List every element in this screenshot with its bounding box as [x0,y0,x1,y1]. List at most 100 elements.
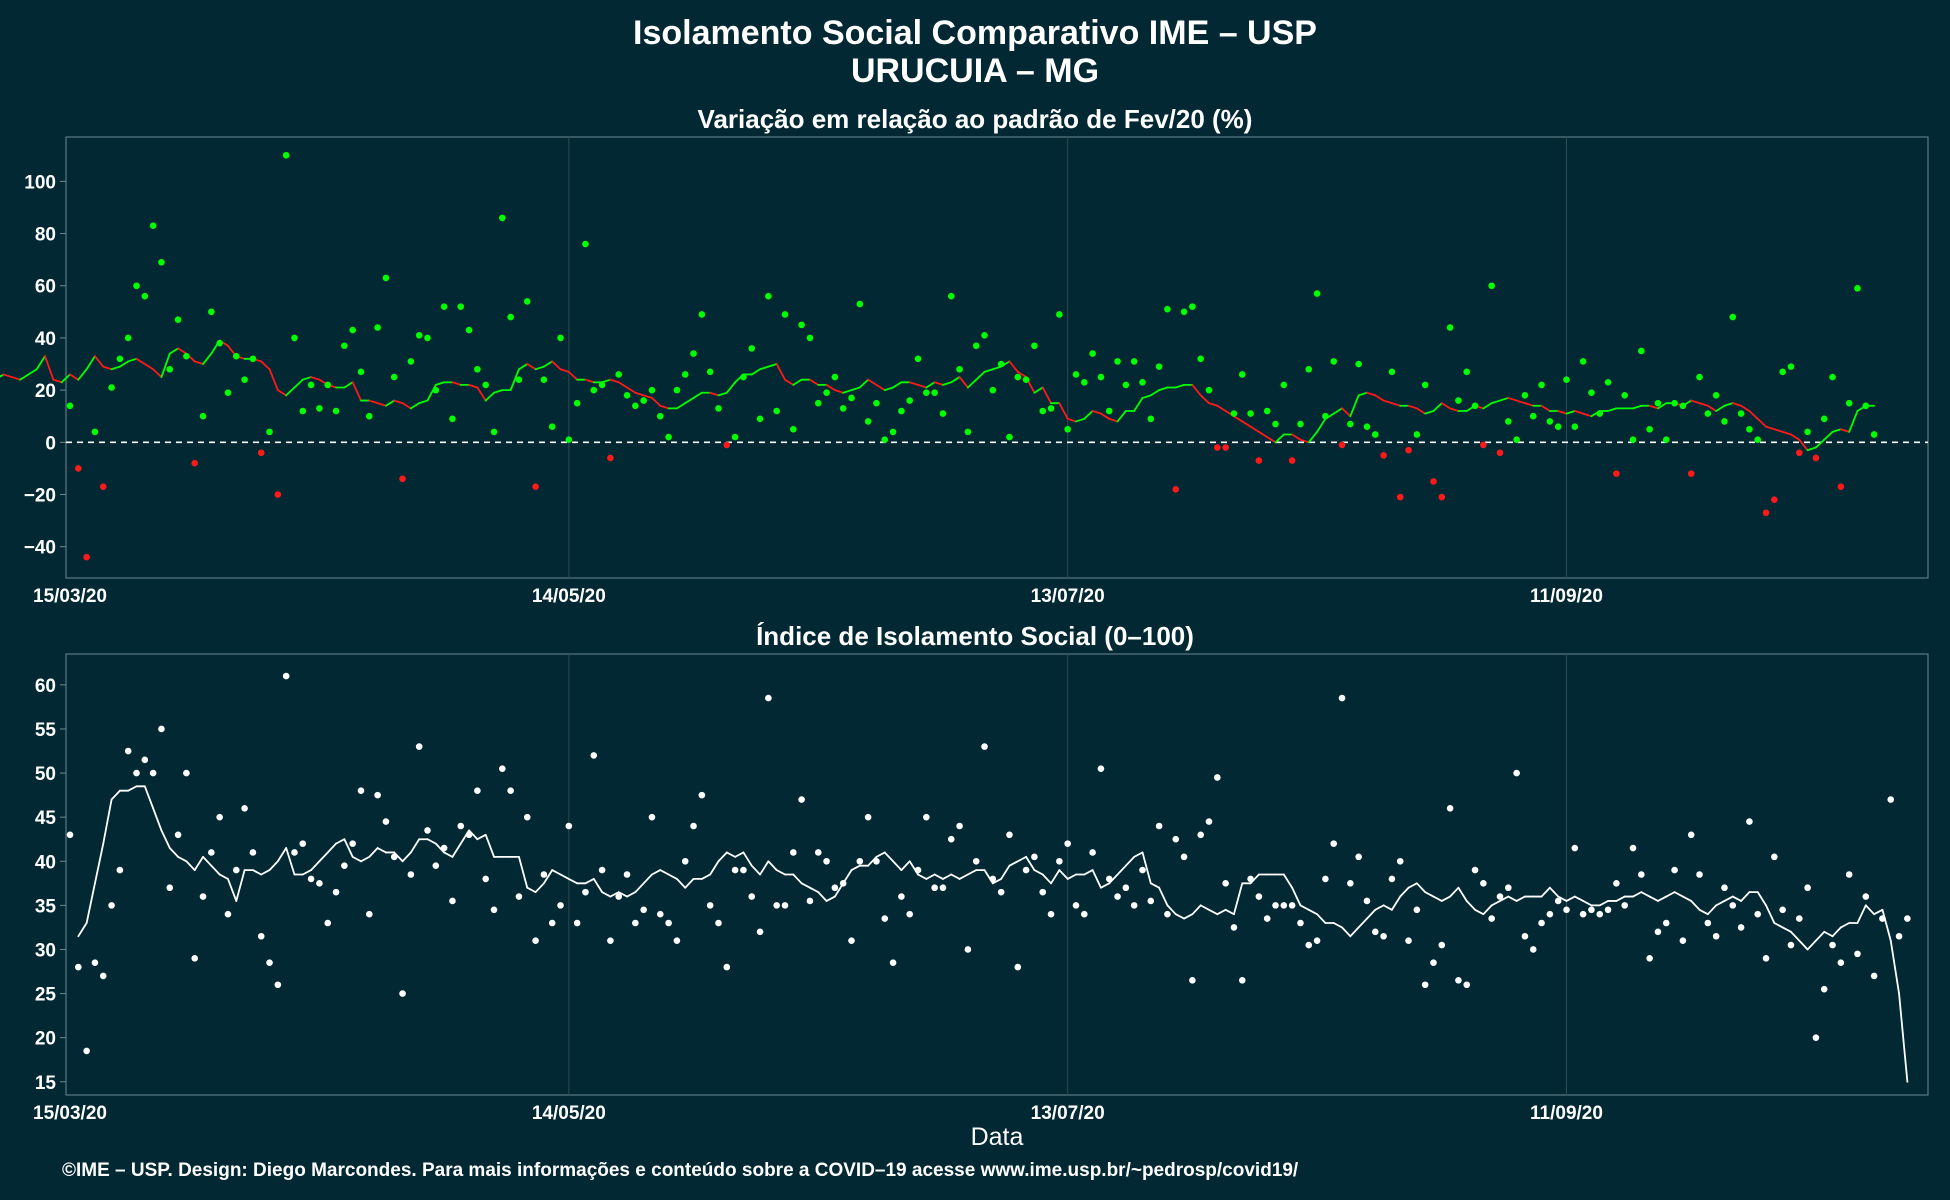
series-2-point [1687,831,1695,839]
series-2-point [249,849,257,856]
series-2-point [939,884,947,892]
series-2-smooth-segment [1482,904,1493,916]
series-2-point [706,902,714,909]
series-1-smooth-segment [991,365,1003,371]
series-1-smooth-segment [759,365,770,371]
series-2-point [1604,906,1612,914]
series-2-point [632,919,639,927]
series-2-point [158,725,165,733]
x-axis-label: Data [971,1123,1024,1151]
series-1-point [415,332,423,339]
series-1-point [1654,399,1662,407]
series-2-smooth-segment [1432,895,1443,902]
series-2-point [823,857,830,865]
series-2-point [382,818,390,825]
series-2-point [1837,959,1845,966]
series-1-smooth-segment [202,352,213,365]
series-2-point [1771,853,1778,861]
series-1-point [424,334,431,342]
series-1-point [183,352,190,360]
series-1-point [1837,483,1845,490]
series-1-point [141,292,149,300]
series-2-smooth-segment [1407,882,1418,889]
series-2-smooth-segment [1041,873,1052,885]
series-1-point [1180,308,1188,316]
series-1-smooth-segment [883,386,894,392]
series-1-point [1172,485,1180,493]
series-1-point [299,407,307,415]
series-2-point [1047,910,1055,918]
series-2-point [1072,902,1080,909]
series-2-point [773,902,780,909]
series-2-smooth-segment [1665,891,1676,898]
series-2-point [947,835,955,843]
series-1-point [1197,355,1204,363]
series-1-point [1613,470,1620,477]
series-2-smooth-segment [775,869,786,876]
series-1-point [1014,373,1022,381]
series-1-point [1205,386,1213,394]
series-1-smooth-segment [1058,402,1069,420]
series-2-smooth-segment [1008,860,1019,867]
series-2-smooth-segment [900,860,911,871]
series-1-point [1080,378,1088,386]
series-1-smooth-segment [784,378,795,386]
series-2-smooth-segment [1657,895,1668,902]
series-1-point [1355,360,1362,368]
chart-subtitle: URUCUIA – MG [851,52,1099,90]
series-2-point [740,866,747,874]
series-1-point [898,407,905,415]
series-1-smooth-segment [1415,407,1427,415]
series-1-point [1305,365,1313,373]
series-1-smooth-segment [1690,399,1701,405]
series-2-point [1529,946,1537,953]
series-1-smooth-segment [35,355,46,371]
series-2-point [1712,932,1720,940]
series-1-smooth-segment [276,389,288,397]
series-1-smooth-segment [19,373,30,381]
series-2-smooth-segment [335,838,346,845]
series-1-smooth-segment [1715,404,1726,412]
series-2-point [374,791,381,799]
series-1-smooth-segment [1174,383,1185,389]
y-tick-label: 40 [35,329,56,350]
series-2-point [1155,822,1163,830]
series-1-point [773,407,780,415]
series-1-point [1463,368,1471,376]
series-1-point [1396,493,1404,501]
series-1-point [216,339,223,347]
series-2-point [673,937,681,944]
series-2-smooth-segment [850,864,861,871]
series-2-point [116,866,124,874]
series-1-point [465,326,473,334]
series-2-smooth-segment [1889,939,1900,995]
series-2-point [914,866,922,874]
series-1-smooth-segment [892,381,903,389]
series-1-smooth-segment [118,360,130,368]
series-2-smooth-segment [950,873,961,880]
series-2-smooth-segment [1174,913,1185,920]
series-1-smooth-segment [842,389,853,394]
series-2-smooth-segment [218,873,229,880]
panel1-title: Variação em relação ao padrão de Fev/20 … [698,104,1253,134]
series-1-point [1405,446,1412,454]
series-2-point [540,871,548,878]
series-2-point [1205,818,1213,825]
series-2-point [1505,884,1512,892]
y-tick-label: −20 [24,485,56,506]
series-1-point [257,449,265,457]
series-2-smooth-segment [1557,895,1568,902]
series-2-smooth-segment [1798,939,1809,951]
series-2-smooth-segment [1208,908,1219,916]
x-tick-label: 15/03/20 [33,586,107,607]
series-1-point [1596,410,1604,417]
series-2-point [573,919,581,927]
series-1-smooth-segment [1116,410,1127,423]
series-2-smooth-segment [659,869,670,876]
series-1-point [748,345,756,352]
series-2-smooth-segment [484,833,495,858]
series-1-smooth-segment [85,355,96,371]
series-1-smooth-segment [1648,404,1659,410]
series-2-smooth-segment [809,886,820,894]
